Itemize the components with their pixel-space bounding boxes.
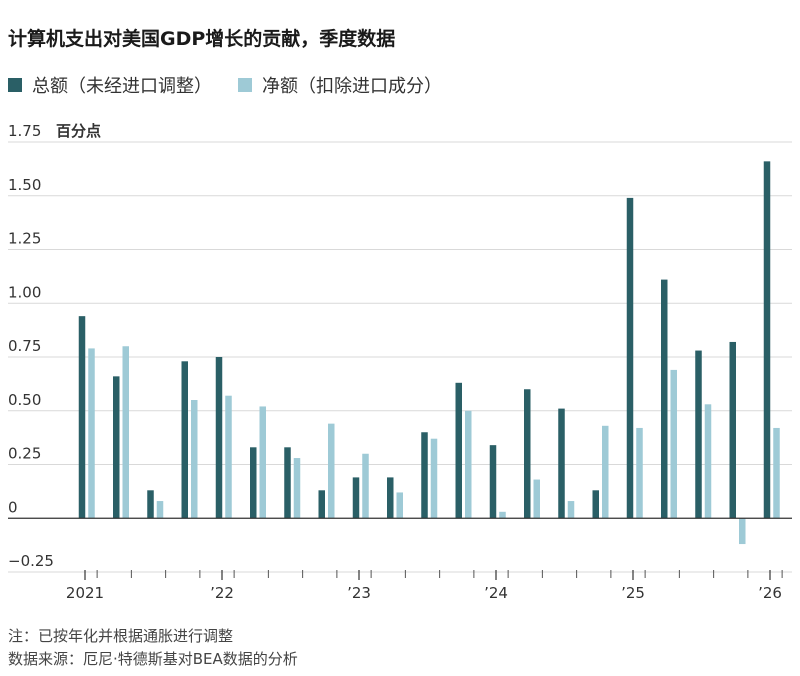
- legend-item-net: 净额（扣除进口成分）: [238, 72, 442, 98]
- bar-net: [122, 346, 129, 519]
- bar-net: [670, 369, 677, 519]
- bar-net: [533, 479, 540, 519]
- y-tick-label: −0.25: [8, 552, 54, 570]
- legend-swatch-gross: [8, 78, 22, 92]
- bar-gross: [489, 445, 497, 519]
- bar-gross: [763, 161, 771, 519]
- bar-gross: [387, 477, 394, 519]
- legend-label-gross: 总额（未经进口调整）: [32, 76, 212, 97]
- y-tick-label: 0.50: [8, 391, 41, 409]
- y-tick-label: 0.75: [8, 337, 41, 355]
- y-tick-label: 1.75: [8, 122, 41, 140]
- y-tick-label: 0.25: [8, 445, 41, 463]
- y-tick-label: 1.25: [8, 230, 41, 248]
- bar-net: [191, 400, 198, 519]
- bar-gross: [181, 361, 188, 519]
- bar-gross: [352, 477, 360, 519]
- legend-swatch-net: [238, 78, 252, 92]
- bar-net: [396, 492, 403, 519]
- bar-net: [636, 427, 643, 519]
- y-tick-label: 1.00: [8, 283, 41, 301]
- bar-gross: [284, 447, 291, 519]
- bar-gross: [626, 197, 634, 519]
- bar-net: [602, 425, 609, 519]
- bar-net: [259, 406, 266, 519]
- bars: [78, 161, 780, 545]
- legend-item-gross: 总额（未经进口调整）: [8, 72, 212, 98]
- bar-gross: [661, 279, 668, 519]
- bar-net: [704, 404, 712, 519]
- bar-net: [465, 410, 472, 519]
- legend: 总额（未经进口调整） 净额（扣除进口成分）: [8, 72, 468, 98]
- bar-net: [362, 453, 369, 519]
- x-tick-label: 2021: [66, 584, 104, 602]
- bar-gross: [592, 490, 599, 519]
- bar-gross: [524, 389, 531, 519]
- bar-net: [156, 501, 164, 519]
- legend-label-net: 净额（扣除进口成分）: [262, 76, 442, 97]
- bar-gross: [318, 490, 325, 519]
- source-note: 数据来源：厄尼·特德斯基对BEA数据的分析: [8, 650, 298, 668]
- y-tick-label: 0: [8, 498, 18, 516]
- footnote: 注：已按年化并根据通胀进行调整: [8, 627, 234, 645]
- bar-net: [225, 395, 232, 519]
- bar-net: [88, 348, 95, 519]
- axes: 1.75 百分点 1.50 1.25 1.00 0.75 0.50 0.25 0 −0.25 202…: [8, 122, 792, 602]
- bar-net: [739, 518, 746, 545]
- x-tick-label: ’25: [621, 584, 645, 602]
- bar-net: [293, 458, 301, 519]
- bar-gross: [729, 341, 736, 519]
- bar-gross: [695, 350, 702, 519]
- bar-net: [430, 438, 438, 519]
- bar-gross: [113, 376, 120, 519]
- bar-gross: [147, 490, 154, 519]
- bar-gross: [215, 357, 223, 519]
- x-tick-label: ’23: [347, 584, 371, 602]
- bar-net: [567, 501, 575, 519]
- x-tick-label: ’22: [210, 584, 234, 602]
- bar-net: [328, 423, 335, 519]
- bar-net: [499, 511, 506, 519]
- bar-gross: [78, 316, 86, 519]
- x-tick-label: ’24: [484, 584, 508, 602]
- x-tick-label: ’26: [758, 584, 782, 602]
- y-tick-label: 1.50: [8, 176, 41, 194]
- bar-net: [773, 427, 780, 519]
- bar-gross: [250, 447, 257, 519]
- chart-title: 计算机支出对美国GDP增长的贡献，季度数据: [8, 28, 396, 50]
- y-axis-unit: 百分点: [56, 122, 101, 140]
- bar-gross: [421, 432, 428, 519]
- bar-gross: [455, 382, 462, 519]
- bar-gross: [558, 408, 565, 519]
